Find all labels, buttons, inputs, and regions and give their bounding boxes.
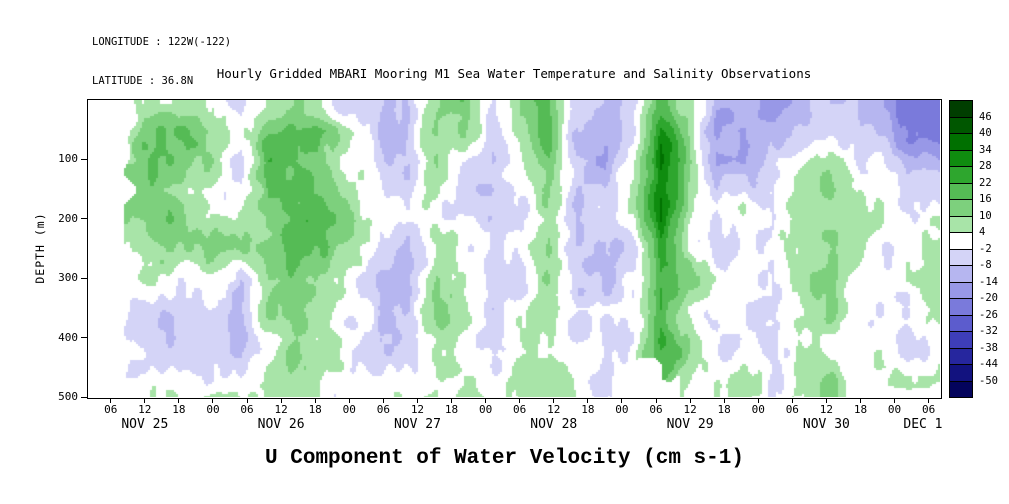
colorbar-tick-label: 10 (979, 209, 992, 222)
y-tick-label: 200 (58, 211, 78, 225)
x-tick-label: 12 (683, 403, 697, 416)
colorbar-tick-label: -14 (979, 275, 998, 288)
x-axis-title: U Component of Water Velocity (cm s-1) (265, 447, 744, 470)
x-tick-label: 06 (922, 403, 936, 416)
colorbar-segment (949, 182, 973, 200)
x-tick-label: 06 (376, 403, 390, 416)
colorbar-segment (949, 364, 973, 382)
x-date-label: DEC 1 (903, 417, 943, 432)
colorbar-tick-label: 34 (979, 143, 992, 156)
y-tick-label: 500 (58, 390, 78, 403)
y-tick-label: 100 (58, 152, 78, 166)
x-tick-label: 18 (717, 403, 731, 416)
longitude-label: LONGITUDE : 122W(-122) (92, 36, 232, 48)
y-axis-label: DEPTH (m) (33, 212, 47, 284)
x-tick-label: 12 (547, 403, 561, 416)
colorbar-segment (949, 166, 973, 184)
colorbar-segment (949, 215, 973, 233)
colorbar-segment (949, 347, 973, 365)
colorbar-tick-label: -26 (979, 308, 998, 321)
colorbar-tick-label: -50 (979, 374, 998, 387)
x-tick-label: 00 (887, 403, 902, 416)
colorbar-tick-label: 46 (979, 110, 992, 123)
x-tick-label: 06 (785, 403, 799, 416)
x-tick-label: 06 (513, 403, 527, 416)
colorbar-segment (949, 149, 973, 167)
colorbar-segment (949, 248, 973, 266)
colorbar-segment (949, 331, 973, 349)
colorbar-segment (949, 199, 973, 217)
colorbar-tick-label: 28 (979, 160, 992, 172)
colorbar-tick-label: 4 (979, 226, 986, 238)
x-tick-label: 00 (751, 403, 765, 416)
x-date-label: NOV 30 (802, 417, 850, 432)
x-tick-label: 18 (581, 403, 595, 416)
x-tick-label: 00 (615, 403, 629, 416)
plot-title: Hourly Gridded MBARI Mooring M1 Sea Wate… (216, 66, 812, 81)
x-date-label: NOV 26 (257, 417, 305, 432)
x-tick-label: 12 (138, 403, 152, 416)
x-tick-label: 00 (342, 403, 356, 416)
colorbar-tick-label: -20 (979, 292, 998, 304)
x-tick-label: 00 (206, 403, 220, 416)
colorbar-segment (949, 100, 973, 118)
x-tick-label: 18 (853, 403, 868, 416)
colorbar-segment (949, 116, 973, 134)
colorbar-tick-label: 22 (979, 176, 992, 189)
colorbar-segment (949, 298, 973, 316)
x-tick-label: 06 (240, 403, 254, 416)
x-tick-label: 12 (274, 403, 288, 416)
colorbar-segment (949, 281, 973, 299)
y-tick-label: 400 (58, 330, 78, 344)
x-tick-label: 12 (819, 403, 834, 416)
colorbar-segment (949, 314, 973, 332)
x-tick-label: 12 (410, 403, 425, 416)
colorbar-segment (949, 380, 973, 398)
x-date-label: NOV 27 (393, 417, 441, 432)
y-tick-label: 300 (58, 271, 78, 285)
heatmap-canvas (88, 100, 940, 397)
colorbar-tick-label: -44 (979, 358, 998, 370)
x-tick-label: 18 (444, 403, 459, 416)
colorbar-segment (949, 232, 973, 250)
colorbar-tick-label: 40 (979, 127, 992, 139)
x-tick-label: 18 (172, 403, 186, 416)
x-date-label: NOV 28 (530, 417, 578, 432)
x-date-label: NOV 25 (121, 417, 169, 432)
x-tick-label: 00 (478, 403, 493, 416)
colorbar-tick-label: -38 (979, 341, 998, 354)
latitude-label: LATITUDE : 36.8N (92, 75, 194, 87)
colorbar-tick-label: -8 (979, 259, 992, 271)
plot-frame (87, 99, 942, 399)
colorbar-tick-label: -2 (979, 242, 992, 255)
colorbar-tick-label: -32 (979, 325, 998, 337)
colorbar-segment (949, 133, 973, 151)
x-date-label: NOV 29 (666, 417, 714, 432)
colorbar-tick-label: 16 (979, 193, 992, 205)
x-tick-label: 06 (104, 403, 118, 416)
x-tick-label: 06 (649, 403, 663, 416)
x-tick-label: 18 (308, 403, 322, 416)
colorbar-segment (949, 265, 973, 283)
